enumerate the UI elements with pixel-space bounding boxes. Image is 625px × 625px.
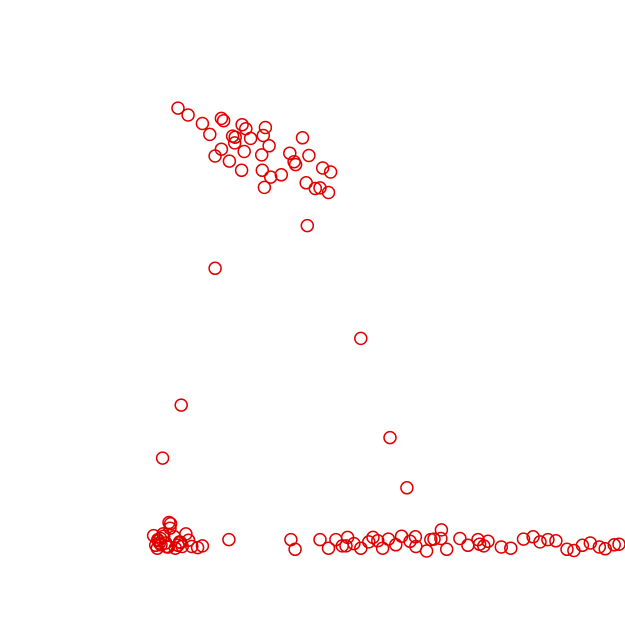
data-point: [254, 148, 269, 162]
data-point: [439, 542, 454, 557]
data-point: [362, 535, 376, 549]
data-point: [347, 536, 361, 551]
data-point: [533, 535, 547, 549]
data-point: [195, 539, 210, 553]
data-point: [504, 541, 518, 555]
data-point: [354, 331, 368, 346]
data-point: [302, 148, 316, 163]
data-point: [607, 538, 621, 552]
data-point: [181, 533, 196, 547]
data-point: [255, 163, 270, 178]
data-point: [434, 531, 448, 546]
data-point: [208, 149, 222, 163]
data-point: [162, 515, 176, 530]
data-point: [419, 544, 434, 558]
data-point: [174, 398, 188, 412]
data-point: [434, 523, 449, 537]
data-point: [408, 530, 423, 544]
data-point: [179, 527, 193, 541]
data-point: [287, 154, 301, 169]
data-point: [295, 131, 310, 145]
data-point: [239, 121, 253, 136]
data-point: [366, 530, 380, 545]
data-point: [263, 170, 278, 184]
data-point: [560, 542, 574, 557]
data-point: [598, 542, 612, 556]
data-point: [321, 541, 336, 555]
data-point: [300, 218, 315, 233]
data-point: [171, 101, 185, 115]
data-point: [575, 538, 590, 553]
points-layer: [146, 101, 625, 558]
data-point: [583, 536, 598, 550]
data-point: [258, 120, 273, 135]
data-point: [516, 532, 531, 546]
data-point: [222, 532, 236, 547]
data-point: [257, 180, 272, 195]
data-point: [227, 136, 242, 150]
data-point: [262, 139, 276, 153]
data-point: [323, 165, 338, 179]
data-point: [526, 530, 540, 544]
data-point: [274, 168, 289, 182]
data-point: [315, 161, 330, 175]
data-point: [216, 113, 231, 128]
data-point: [235, 117, 249, 132]
data-point: [234, 163, 249, 178]
data-point: [208, 261, 222, 276]
data-point: [612, 537, 625, 551]
data-point: [313, 181, 327, 195]
data-point: [214, 111, 229, 126]
data-point: [383, 430, 397, 445]
data-point: [494, 540, 509, 554]
data-point: [541, 532, 555, 547]
data-point: [424, 532, 438, 547]
data-point: [339, 539, 353, 553]
data-point: [453, 531, 467, 546]
data-point: [256, 128, 271, 143]
data-point: [152, 536, 167, 550]
data-point: [288, 542, 302, 557]
data-point: [155, 451, 170, 465]
data-point: [472, 537, 487, 551]
data-point: [203, 127, 217, 142]
data-point: [195, 116, 210, 131]
data-point: [400, 481, 414, 495]
data-point: [313, 532, 327, 547]
data-point: [171, 538, 185, 553]
data-point: [181, 108, 195, 122]
data-point: [592, 540, 607, 554]
data-point: [549, 534, 563, 548]
data-point: [163, 516, 178, 531]
data-point: [237, 144, 251, 159]
data-point: [222, 154, 237, 168]
data-point: [160, 540, 175, 554]
data-point: [299, 176, 313, 190]
data-point: [214, 142, 229, 156]
data-point: [225, 129, 240, 143]
data-point: [481, 534, 495, 549]
data-point: [321, 185, 336, 200]
data-point: [283, 146, 297, 160]
